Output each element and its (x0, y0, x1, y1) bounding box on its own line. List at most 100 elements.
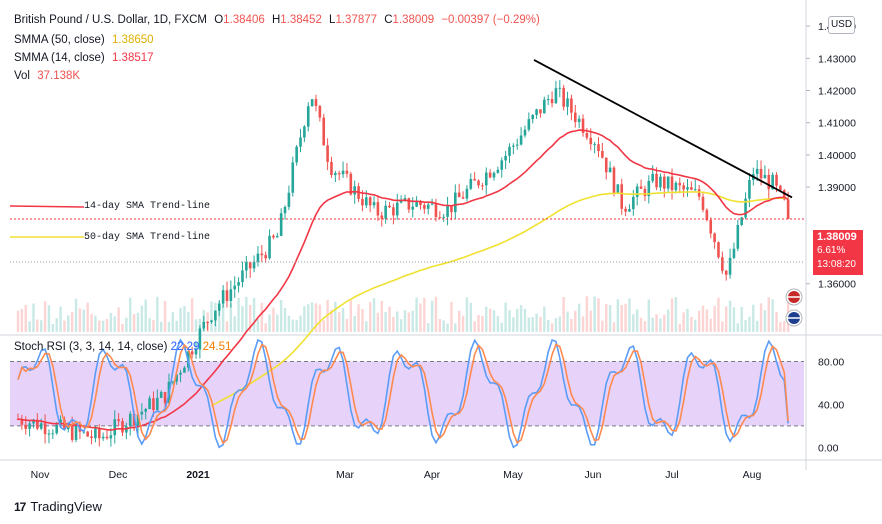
candle (206, 321, 209, 331)
smma14-value: 1.38517 (111, 52, 154, 64)
volume-bar (392, 316, 395, 332)
candle (295, 144, 298, 166)
candle (159, 390, 163, 399)
candle-body (241, 270, 244, 283)
candle (481, 182, 484, 191)
stoch-rsi-d-value: 24.51 (202, 341, 232, 353)
stoch-rsi-d-line (17, 343, 789, 445)
candle-body (109, 435, 113, 439)
low-label: L (329, 14, 336, 26)
volume-bar (113, 316, 116, 332)
candle (256, 246, 260, 267)
volume-bar (558, 316, 561, 332)
volume-bar (101, 320, 105, 332)
candle (446, 196, 449, 226)
candle (260, 245, 264, 263)
volume-bar (148, 317, 151, 332)
time-tick-label: Nov (31, 469, 50, 481)
smma14-legend[interactable]: SMMA (14, close) 1.38517 (14, 52, 158, 64)
candle (604, 157, 608, 180)
smma50-legend[interactable]: SMMA (50, close) 1.38650 (14, 34, 158, 46)
volume-bar (759, 303, 763, 332)
candle (616, 184, 620, 194)
rsi-tick-label: 40.00 (818, 399, 844, 411)
volume-bar (427, 323, 430, 332)
candle (454, 184, 457, 220)
candle-body (326, 145, 329, 162)
candle-body (152, 398, 155, 411)
candle (577, 115, 581, 129)
volume-bar (40, 320, 43, 332)
volume-bar (117, 307, 120, 332)
candle (624, 206, 627, 217)
volume-bar (63, 320, 66, 332)
candle-body (581, 118, 585, 134)
time-tick-label: Jun (585, 469, 602, 481)
candle-body (330, 161, 333, 176)
volume-bar (655, 314, 658, 332)
candle-body (697, 189, 701, 197)
candle-body (260, 253, 264, 256)
candle (473, 172, 476, 181)
candle-body (237, 282, 240, 286)
candle-body (225, 290, 229, 302)
candle (380, 211, 384, 227)
candle-body (647, 180, 651, 197)
volume-bar (535, 313, 538, 332)
candle-body (183, 367, 186, 373)
candle (322, 113, 326, 146)
volume-bar (349, 300, 353, 332)
volume-bar (589, 310, 592, 332)
tradingview-brand[interactable]: 17 TradingView (14, 499, 102, 514)
candle-body (457, 192, 461, 198)
candle-body (430, 203, 434, 205)
candle-body (341, 170, 345, 175)
volume-bar (469, 302, 472, 332)
volume-bar (24, 305, 27, 332)
candle-body (190, 351, 194, 355)
volume-bar (678, 323, 681, 332)
volume-legend[interactable]: Vol 37.138K (14, 70, 84, 82)
candle-body (651, 173, 654, 181)
candle-body (488, 172, 492, 178)
volume-bar (670, 298, 674, 332)
candle-body (593, 144, 596, 146)
volume-bar (694, 319, 697, 332)
volume-bar (516, 308, 519, 332)
candle-body (782, 190, 786, 200)
candle-body (128, 413, 132, 427)
candle-body (403, 198, 407, 200)
candle-body (446, 206, 449, 217)
close-label: C (384, 14, 393, 26)
volume-bar (755, 320, 759, 332)
candle (686, 179, 689, 197)
volume-bar (523, 308, 527, 332)
volume-bar (152, 319, 155, 332)
volume-bar (372, 298, 376, 332)
candle (628, 204, 631, 212)
volume-bar (485, 306, 488, 332)
candle (194, 342, 198, 359)
ohlc-legend: British Pound / U.S. Dollar, 1D, FXCM O1… (14, 14, 544, 26)
candle-body (97, 428, 101, 439)
candle-body (535, 109, 538, 115)
candle (334, 170, 337, 183)
volume-bar (225, 321, 229, 332)
volume-bar (562, 297, 565, 332)
volume-bar (651, 317, 654, 332)
candle (109, 427, 113, 447)
volume-bar (713, 305, 716, 332)
candle (314, 94, 318, 112)
price-tick-label: 1.43000 (818, 53, 856, 65)
volume-bar (303, 306, 306, 332)
stoch-rsi-legend[interactable]: Stoch RSI (3, 3, 14, 14, close) 22.29 24… (14, 341, 231, 353)
candle (450, 206, 453, 221)
volume-bar (744, 320, 747, 332)
volume-bar (310, 302, 314, 332)
volume-bar (682, 312, 685, 332)
candle (179, 369, 182, 383)
candle-body (368, 197, 372, 206)
currency-button[interactable]: USD (828, 16, 855, 34)
candle (388, 201, 391, 209)
